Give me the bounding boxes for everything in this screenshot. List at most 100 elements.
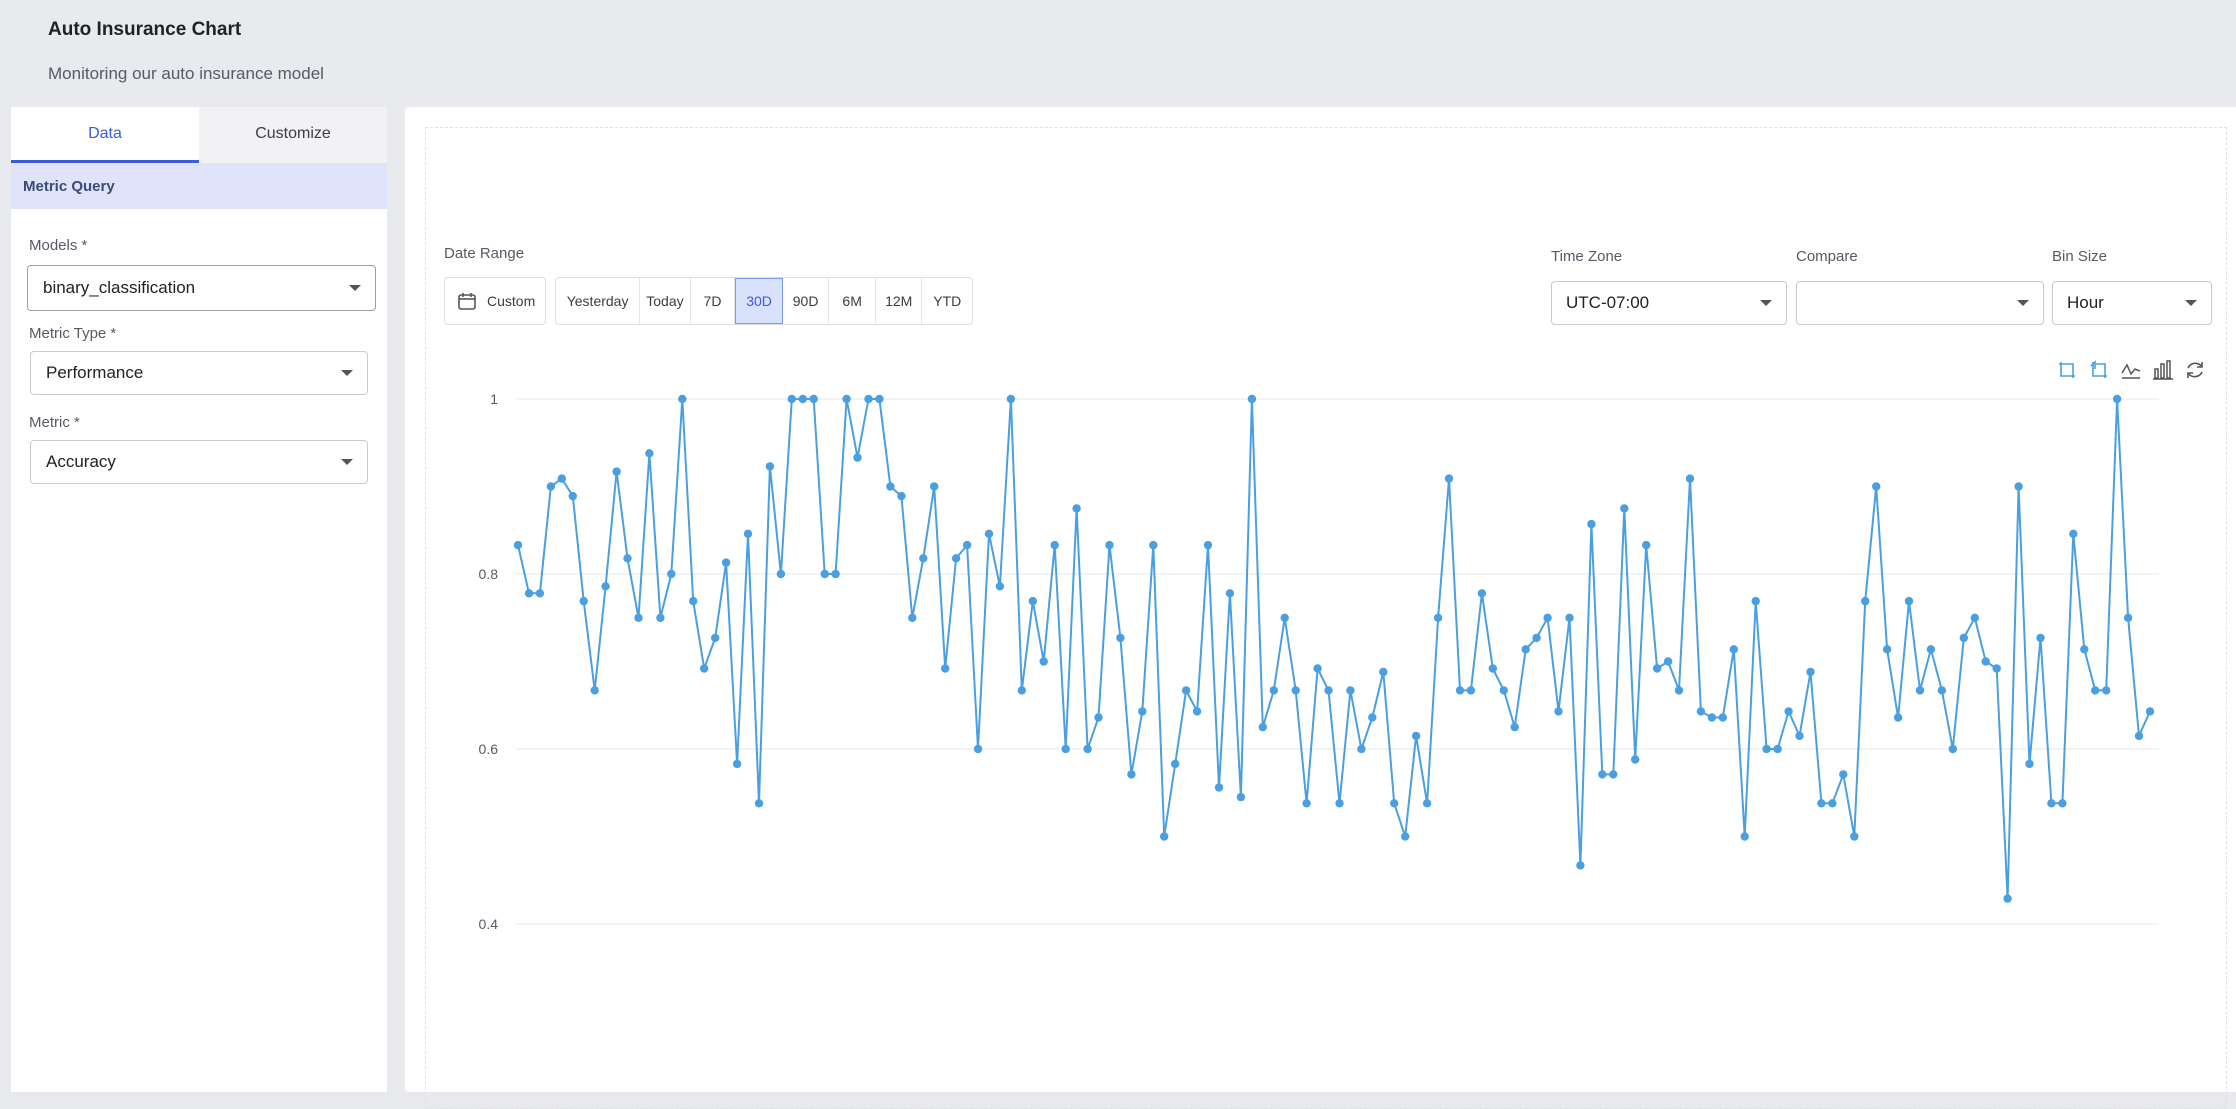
tab-data[interactable]: Data [11, 107, 199, 163]
data-point[interactable] [678, 394, 687, 404]
tab-customize[interactable]: Customize [199, 107, 387, 163]
data-point[interactable] [1324, 686, 1333, 695]
data-point[interactable] [1795, 731, 1804, 741]
data-point[interactable] [1642, 540, 1651, 550]
data-point[interactable] [2058, 799, 2067, 808]
data-point[interactable] [1904, 596, 1914, 606]
data-point[interactable] [941, 664, 950, 673]
data-point[interactable] [1532, 633, 1541, 643]
data-point[interactable] [2003, 894, 2012, 903]
data-point[interactable] [2036, 633, 2045, 643]
metric-select[interactable]: Accuracy [30, 440, 368, 484]
data-point[interactable] [1116, 633, 1125, 643]
compare-select[interactable] [1796, 281, 2044, 325]
data-point[interactable] [1006, 394, 1016, 404]
range-30d[interactable]: 30D [735, 278, 783, 324]
data-point[interactable] [1762, 744, 1771, 754]
data-point[interactable] [601, 582, 610, 591]
data-point[interactable] [1839, 770, 1848, 779]
data-point[interactable] [1171, 759, 1180, 769]
data-point[interactable] [656, 613, 665, 622]
data-point[interactable] [1127, 770, 1136, 779]
data-point[interactable] [1455, 686, 1465, 695]
data-point[interactable] [1707, 713, 1717, 722]
data-point[interactable] [1466, 686, 1476, 695]
data-point[interactable] [973, 744, 983, 754]
data-point[interactable] [1192, 707, 1202, 716]
data-point[interactable] [689, 596, 698, 606]
data-point[interactable] [1937, 686, 1947, 695]
data-point[interactable] [1609, 770, 1618, 779]
data-point[interactable] [667, 569, 676, 579]
data-point[interactable] [897, 491, 906, 501]
data-point[interactable] [1138, 707, 1147, 716]
data-point[interactable] [1620, 504, 1629, 513]
data-point[interactable] [1160, 832, 1169, 841]
data-point[interactable] [1587, 519, 1596, 529]
data-point[interactable] [1105, 540, 1114, 550]
data-point[interactable] [1828, 799, 1837, 808]
data-point[interactable] [1598, 770, 1607, 779]
data-point[interactable] [919, 554, 928, 563]
data-point[interactable] [1915, 686, 1925, 695]
data-point[interactable] [634, 613, 643, 622]
data-point[interactable] [1313, 664, 1322, 673]
data-point[interactable] [1817, 799, 1826, 808]
data-point[interactable] [1072, 504, 1081, 513]
data-point[interactable] [1181, 686, 1191, 695]
data-point[interactable] [2102, 686, 2111, 695]
data-point[interactable] [1422, 799, 1432, 808]
data-point[interactable] [524, 589, 534, 598]
data-point[interactable] [1543, 613, 1552, 622]
data-point[interactable] [711, 633, 720, 643]
data-point[interactable] [1225, 589, 1235, 598]
data-point[interactable] [2145, 707, 2155, 716]
data-point[interactable] [1882, 645, 1892, 654]
data-point[interactable] [1039, 657, 1048, 666]
data-point[interactable] [765, 462, 775, 471]
data-point[interactable] [1740, 832, 1749, 841]
data-point[interactable] [908, 613, 917, 622]
line-chart-icon[interactable] [2120, 359, 2142, 381]
data-point[interactable] [1050, 540, 1059, 550]
data-point[interactable] [1488, 664, 1498, 673]
data-point[interactable] [1773, 744, 1782, 754]
data-point[interactable] [732, 759, 742, 769]
data-point[interactable] [809, 394, 818, 404]
data-point[interactable] [1269, 686, 1278, 695]
data-point[interactable] [1390, 799, 1399, 808]
data-point[interactable] [700, 664, 709, 673]
time-zone-select[interactable]: UTC-07:00 [1551, 281, 1787, 325]
data-point[interactable] [1872, 482, 1881, 491]
data-point[interactable] [864, 394, 873, 404]
data-point[interactable] [754, 799, 764, 808]
bin-size-select[interactable]: Hour [2052, 281, 2212, 325]
data-point[interactable] [535, 589, 545, 598]
data-point[interactable] [1992, 664, 2001, 673]
data-point[interactable] [1926, 645, 1936, 654]
data-point[interactable] [1861, 596, 1870, 606]
data-point[interactable] [831, 569, 840, 579]
data-point[interactable] [546, 482, 556, 491]
data-point[interactable] [1652, 664, 1662, 673]
data-point[interactable] [1850, 832, 1859, 841]
data-point[interactable] [1751, 596, 1760, 606]
data-point[interactable] [1784, 707, 1793, 716]
data-point[interactable] [623, 554, 632, 563]
data-point[interactable] [1959, 633, 1969, 643]
data-point[interactable] [1258, 722, 1267, 732]
data-point[interactable] [590, 686, 599, 695]
data-point[interactable] [1444, 474, 1454, 483]
data-point[interactable] [721, 558, 731, 567]
data-point[interactable] [1948, 744, 1958, 754]
data-point[interactable] [1521, 645, 1530, 654]
data-point[interactable] [1631, 755, 1640, 764]
models-select[interactable]: binary_classification [27, 265, 376, 311]
range-12m[interactable]: 12M [876, 278, 923, 324]
data-point[interactable] [1368, 713, 1377, 722]
data-point[interactable] [2134, 731, 2144, 741]
range-7d[interactable]: 7D [691, 278, 736, 324]
data-point[interactable] [776, 569, 786, 579]
range-yesterday[interactable]: Yesterday [556, 278, 641, 324]
data-point[interactable] [787, 394, 796, 404]
